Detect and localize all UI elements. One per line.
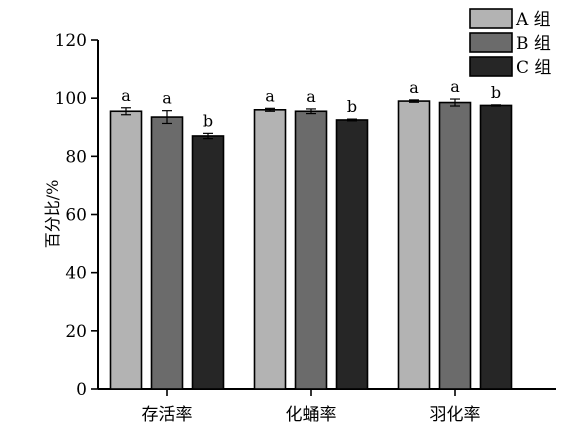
bar	[150, 116, 184, 390]
legend-label: A 组	[515, 10, 551, 30]
y-axis-label: 百分比/%	[43, 180, 62, 249]
significance-label: a	[450, 77, 460, 96]
significance-label: b	[203, 111, 213, 130]
bar	[191, 135, 225, 390]
y-tick-label: 100	[55, 89, 87, 109]
legend-swatch	[469, 32, 513, 53]
legend-label: B 组	[516, 34, 551, 54]
category-label: 存活率	[142, 405, 193, 425]
bar	[479, 104, 513, 390]
y-tick-label: 80	[65, 147, 87, 167]
significance-label: a	[265, 86, 275, 105]
y-tick-label: 0	[76, 380, 87, 400]
bar	[335, 119, 369, 390]
legend: A 组 B 组 C 组	[469, 8, 551, 78]
axes: 0 20 40 60 80 100 120 存活率 化蛹率 羽化率	[55, 31, 556, 425]
bar	[294, 110, 328, 390]
significance-label: a	[121, 86, 131, 105]
significance-label: a	[306, 87, 316, 106]
bar	[253, 109, 287, 390]
y-tick-label: 40	[65, 264, 87, 284]
legend-swatch	[469, 56, 513, 77]
legend-swatch	[469, 8, 513, 29]
bar	[109, 110, 143, 390]
bar	[397, 100, 431, 390]
y-tick-label: 20	[65, 322, 87, 342]
legend-label: C 组	[516, 58, 551, 78]
significance-label: b	[347, 97, 357, 116]
bars: a a b a a b a a b	[109, 77, 513, 390]
y-tick-label: 120	[55, 31, 87, 51]
y-tick-label: 60	[65, 206, 87, 226]
significance-label: a	[409, 78, 419, 97]
category-label: 化蛹率	[286, 405, 337, 425]
category-label: 羽化率	[430, 405, 481, 425]
significance-label: b	[491, 83, 501, 102]
bar	[438, 101, 472, 390]
significance-label: a	[162, 89, 172, 108]
